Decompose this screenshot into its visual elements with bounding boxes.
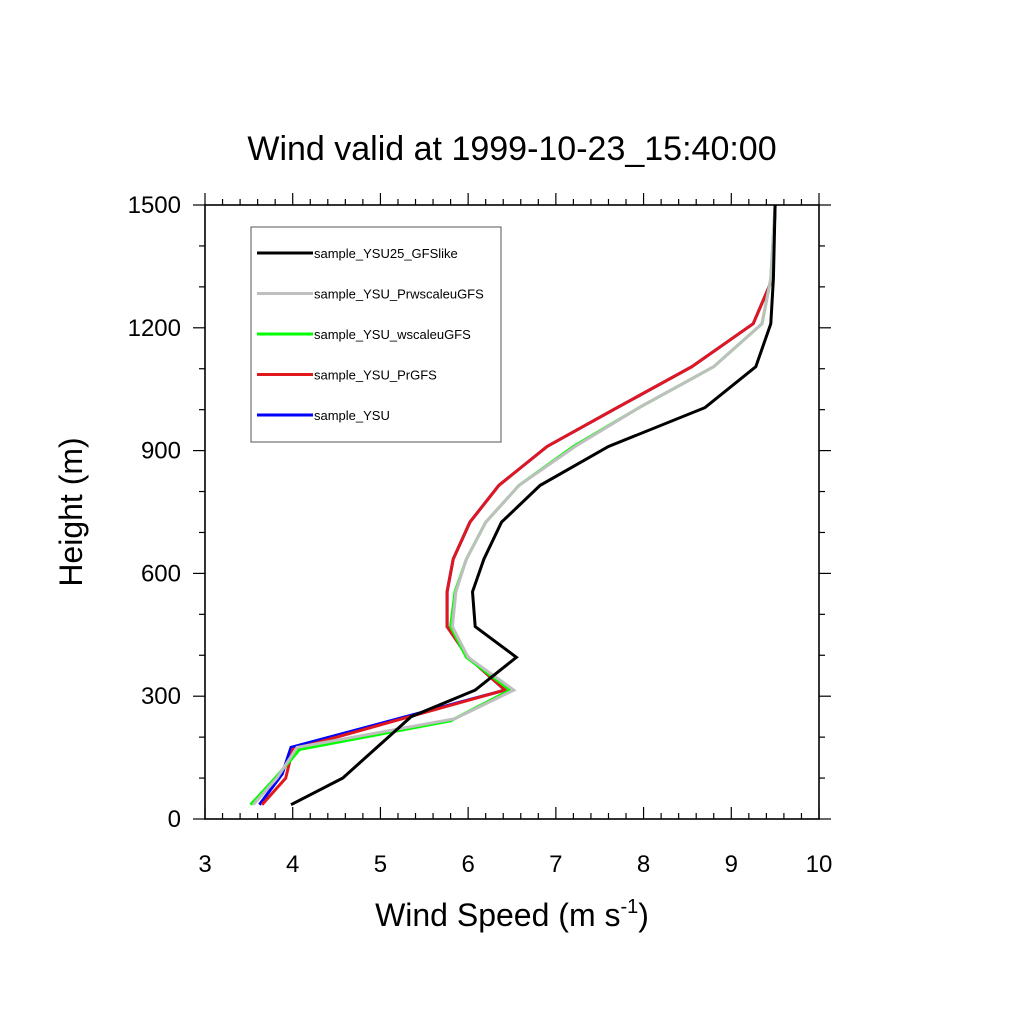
ticks-layer: 3 4 5 6 7 8 9 10 0 300 600 900 1200 1500 — [128, 192, 833, 878]
x-tick-label: 9 — [725, 851, 738, 878]
chart-title: Wind valid at 1999-10-23_15:40:00 — [247, 130, 776, 168]
x-axis-label-main: Wind Speed (m s — [375, 897, 620, 933]
x-tick-label: 8 — [637, 851, 650, 878]
x-tick-label: 10 — [806, 851, 833, 878]
series-line-sample_YSU25_GFSlike — [290, 204, 777, 807]
y-tick-label: 600 — [141, 560, 181, 587]
y-axis-label: Height (m) — [53, 437, 89, 586]
legend-label: sample_YSU_wscaleuGFS — [314, 327, 471, 342]
legend-label: sample_YSU_PrGFS — [314, 368, 437, 383]
x-tick-label: 4 — [286, 851, 299, 878]
legend: sample_YSU25_GFSlike sample_YSU_Prwscaleu… — [250, 226, 502, 443]
x-tick-label: 7 — [549, 851, 562, 878]
series-layer — [249, 204, 777, 807]
legend-label: sample_YSU — [314, 408, 390, 423]
x-tick-label: 6 — [461, 851, 474, 878]
x-axis-label-close: ) — [638, 897, 649, 933]
x-tick-label: 3 — [198, 851, 211, 878]
y-tick-label: 0 — [168, 806, 181, 833]
legend-label: sample_YSU25_GFSlike — [314, 246, 458, 261]
y-tick-label: 1200 — [128, 315, 181, 342]
legend-label: sample_YSU_PrwscaleuGFS — [314, 287, 484, 302]
y-tick-label: 300 — [141, 683, 181, 710]
y-tick-label: 900 — [141, 438, 181, 465]
x-tick-label: 5 — [374, 851, 387, 878]
series-line-sample_YSU_PrGFS — [260, 204, 777, 806]
series-line-sample_YSU_PrwscaleuGFS — [252, 204, 777, 806]
x-axis-label: Wind Speed (m s-1) — [375, 896, 649, 933]
x-axis-label-exponent: -1 — [620, 896, 638, 918]
y-tick-label: 1500 — [128, 192, 181, 219]
plot-frame — [204, 204, 820, 820]
